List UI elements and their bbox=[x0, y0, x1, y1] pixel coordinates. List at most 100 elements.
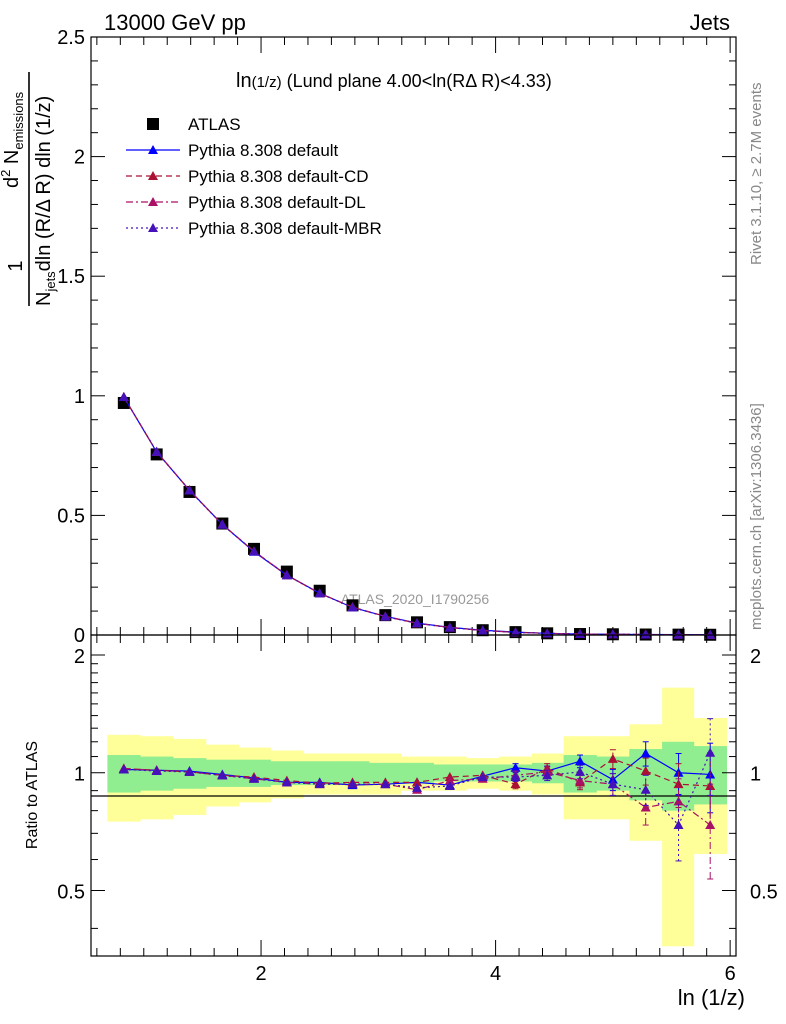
ratio-series-3 bbox=[118, 718, 716, 862]
ratio-series-layer bbox=[118, 718, 716, 880]
analysis-watermark: ATLAS_2020_I1790256 bbox=[341, 591, 490, 607]
series-marker bbox=[575, 629, 586, 639]
energy-label: 13000 GeV pp bbox=[104, 10, 246, 35]
ratio-y-tick-label: 2 bbox=[74, 646, 85, 668]
plot-title: ln(1/z) (Lund plane 4.00<ln(RΔ R)<4.33) bbox=[236, 70, 552, 92]
ratio-marker bbox=[640, 802, 651, 812]
legend-label: Pythia 8.308 default-CD bbox=[188, 167, 369, 186]
ratio-marker bbox=[510, 772, 521, 782]
ratio-marker bbox=[380, 779, 391, 789]
series-marker bbox=[477, 625, 488, 635]
legend-marker bbox=[148, 223, 158, 232]
band-inner-bin bbox=[400, 762, 434, 784]
band-inner-bin bbox=[238, 759, 271, 787]
series-marker bbox=[607, 629, 618, 639]
legend-entry: Pythia 8.308 default-CD bbox=[126, 167, 369, 186]
series-marker bbox=[314, 588, 325, 598]
ratio-marker bbox=[575, 775, 586, 785]
ratio-marker bbox=[184, 766, 195, 776]
ratio-marker bbox=[607, 779, 618, 789]
ylabel-d-sup: 2 bbox=[0, 170, 13, 177]
series-marker bbox=[510, 627, 521, 637]
ratio-marker bbox=[640, 748, 651, 758]
ratio-marker bbox=[118, 764, 129, 774]
ratio-marker bbox=[412, 777, 423, 787]
category-label: Jets bbox=[690, 10, 730, 35]
ratio-uncertainty-bands bbox=[107, 687, 728, 947]
y-tick-label: 2 bbox=[74, 147, 85, 169]
ratio-marker bbox=[510, 762, 521, 772]
ratio-y-tick-label: 0.5 bbox=[57, 881, 85, 903]
series-marker bbox=[281, 570, 292, 580]
rivet-label: Rivet 3.1.10, ≥ 2.7M events bbox=[748, 83, 765, 266]
ratio-panel: 0.5 0.5 1 1 2 2 2 4 6 bbox=[57, 634, 778, 985]
series-marker bbox=[673, 629, 684, 639]
main-panel: 0 0.5 1 1.5 2 2.5 ATLAS_2020_I1790256 ATLAS Py… bbox=[57, 27, 737, 647]
ratio-marker bbox=[347, 779, 358, 789]
band-inner-bin bbox=[368, 762, 401, 784]
x-tick-label: 4 bbox=[490, 963, 501, 985]
band-inner-bin bbox=[336, 761, 370, 786]
ratio-panel-frame bbox=[90, 634, 737, 957]
ratio-marker bbox=[705, 747, 716, 757]
legend-marker bbox=[148, 145, 158, 154]
legend-marker bbox=[148, 197, 158, 206]
ylabel-den-rest: dln (R/Δ R) dln (1/z) bbox=[33, 96, 55, 272]
ylabel-njets-sub: jets bbox=[43, 271, 58, 293]
ylabel-n-sub: emissions bbox=[11, 91, 26, 149]
mcplots-label: mcplots.cern.ch [arXiv:1306.3436] bbox=[748, 403, 765, 630]
legend-marker bbox=[147, 118, 159, 130]
legend-label: Pythia 8.308 default-DL bbox=[188, 193, 366, 212]
main-series-layer bbox=[117, 391, 717, 641]
legend-label: Pythia 8.308 default bbox=[188, 141, 339, 160]
ylabel-njets: N bbox=[33, 292, 55, 306]
series-marker bbox=[412, 618, 423, 628]
ratio-marker bbox=[412, 782, 423, 792]
series-marker bbox=[151, 446, 162, 456]
ylabel-d: d bbox=[1, 177, 23, 188]
ylabel-numerator: d2 Nemissions bbox=[0, 91, 26, 188]
legend-entry: Pythia 8.308 default bbox=[126, 141, 339, 160]
legend-entry: Pythia 8.308 default-DL bbox=[126, 193, 366, 212]
ylabel-n: N bbox=[1, 150, 23, 170]
ratio-marker bbox=[575, 766, 586, 776]
series-marker bbox=[184, 485, 195, 495]
band-inner-bin bbox=[303, 761, 337, 786]
ratio-marker bbox=[575, 756, 586, 766]
y-tick-label: 1.5 bbox=[57, 266, 85, 288]
ratio-marker bbox=[705, 820, 716, 830]
ratio-tick-labels: 0.5 0.5 1 1 2 2 2 4 6 bbox=[57, 646, 778, 985]
ratio-marker bbox=[640, 784, 651, 794]
y-tick-label: 0 bbox=[74, 625, 85, 647]
main-y-axis-label: 1 d2 Nemissions Njetsdln (R/Δ R) dln (1/… bbox=[0, 72, 58, 306]
ratio-marker bbox=[510, 779, 521, 789]
ratio-y-tick-label-right: 0.5 bbox=[750, 881, 778, 903]
series-marker bbox=[640, 629, 651, 639]
x-tick-label: 6 bbox=[725, 963, 736, 985]
legend-label: Pythia 8.308 default-MBR bbox=[188, 219, 382, 238]
series-marker bbox=[118, 391, 129, 401]
band-inner-bin bbox=[107, 755, 141, 793]
ratio-y-tick-label-right: 2 bbox=[750, 646, 761, 668]
legend-marker bbox=[148, 171, 158, 180]
y-tick-label: 1 bbox=[74, 386, 85, 408]
plot-title-ln: ln bbox=[236, 70, 252, 92]
ratio-marker bbox=[673, 820, 684, 830]
series-marker bbox=[217, 519, 228, 529]
ratio-marker bbox=[314, 779, 325, 789]
x-tick-label: 2 bbox=[255, 963, 266, 985]
ylabel-one: 1 bbox=[5, 260, 27, 271]
ratio-marker bbox=[281, 777, 292, 787]
ratio-marker bbox=[542, 770, 553, 780]
legend-label: ATLAS bbox=[188, 115, 241, 134]
x-axis-label: ln (1/z) bbox=[678, 985, 745, 1010]
ratio-y-axis-label: Ratio to ATLAS bbox=[24, 741, 41, 849]
plot-title-rest: (Lund plane 4.00<ln(RΔ R)<4.33) bbox=[282, 71, 552, 91]
ratio-marker bbox=[151, 766, 162, 776]
series-marker bbox=[705, 629, 716, 639]
y-tick-label: 2.5 bbox=[57, 27, 85, 49]
ratio-marker bbox=[607, 753, 618, 763]
series-marker bbox=[444, 622, 455, 632]
ratio-marker bbox=[444, 775, 455, 785]
